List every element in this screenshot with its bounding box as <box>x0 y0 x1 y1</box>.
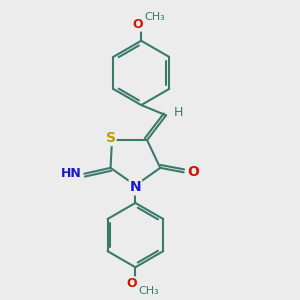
Text: O: O <box>187 165 199 179</box>
Text: N: N <box>130 181 141 194</box>
Text: O: O <box>127 278 137 290</box>
Text: O: O <box>132 18 143 31</box>
Text: CH₃: CH₃ <box>144 11 165 22</box>
Text: H: H <box>174 106 183 119</box>
Text: HN: HN <box>61 167 82 180</box>
Text: CH₃: CH₃ <box>138 286 159 296</box>
Text: S: S <box>106 131 116 145</box>
